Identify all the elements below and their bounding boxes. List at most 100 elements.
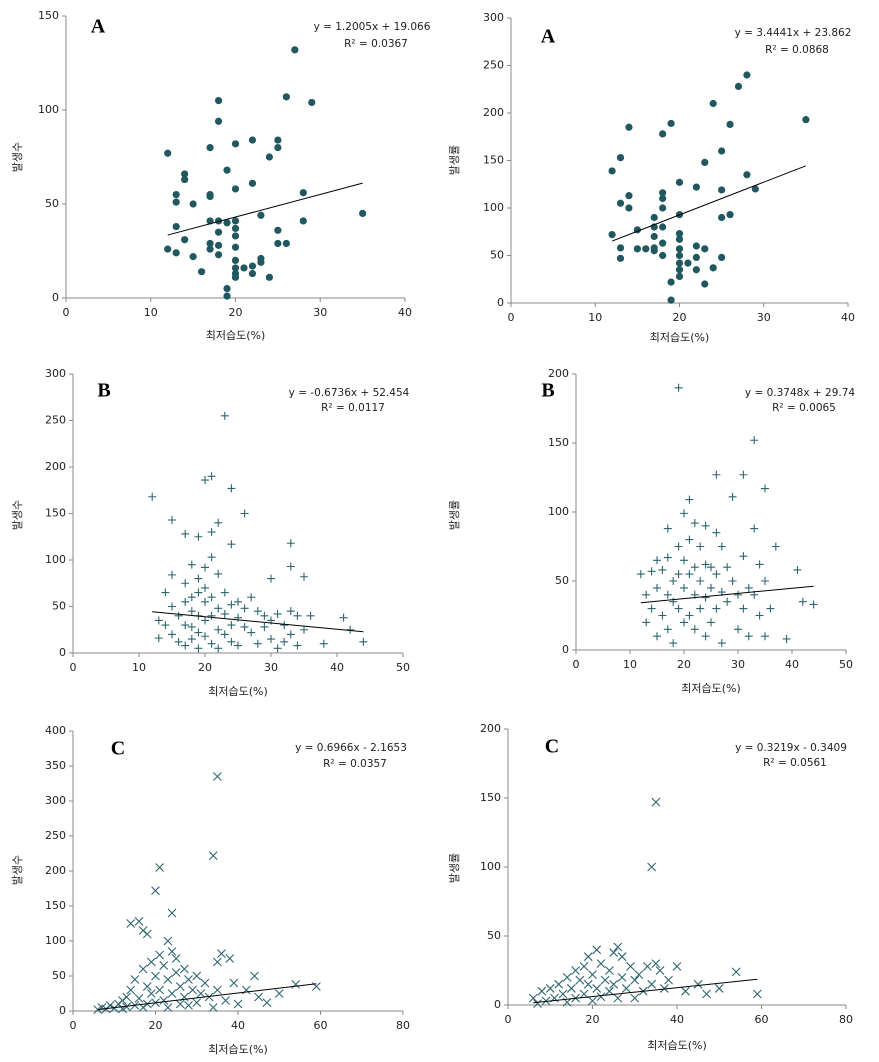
data-point: [744, 583, 753, 592]
data-point: [675, 259, 684, 267]
data-point: [168, 516, 176, 525]
y-tick-label: 100: [480, 860, 501, 873]
y-tick-label: 200: [480, 722, 501, 735]
data-point: [194, 628, 203, 637]
data-point: [621, 984, 631, 993]
data-point: [208, 851, 218, 860]
panel-label: C: [545, 736, 559, 758]
data-point: [234, 597, 242, 606]
data-point: [659, 204, 667, 212]
data-point: [600, 975, 610, 985]
data-point: [254, 992, 264, 1002]
data-point: [299, 189, 307, 197]
data-point: [675, 178, 684, 186]
data-point: [669, 577, 678, 585]
data-point: [248, 179, 257, 187]
data-point: [164, 245, 172, 253]
data-point: [171, 968, 181, 977]
data-point: [214, 604, 223, 613]
trend-equation: y = 1.2005x + 19.066: [314, 21, 431, 33]
data-point: [274, 136, 282, 144]
data-point: [643, 961, 652, 971]
data-point: [142, 929, 152, 939]
x-tick-label: 20: [586, 1013, 600, 1026]
data-point: [274, 989, 284, 998]
data-point: [253, 607, 262, 616]
data-point: [286, 607, 295, 616]
data-point: [192, 971, 202, 981]
data-point: [207, 593, 216, 602]
data-point: [545, 984, 555, 993]
data-point: [223, 166, 231, 174]
data-point: [681, 986, 690, 996]
x-tick-label: 40: [330, 661, 344, 674]
data-point: [206, 239, 214, 248]
trend-line: [167, 182, 363, 236]
y-axis-label: 발생률: [448, 145, 461, 175]
data-point: [712, 570, 721, 579]
data-point: [659, 194, 667, 203]
data-point: [642, 590, 651, 599]
data-point: [728, 492, 737, 501]
data-point: [220, 609, 229, 618]
data-point: [198, 268, 206, 276]
data-point: [692, 242, 700, 250]
data-point: [575, 975, 585, 985]
data-point: [231, 140, 240, 148]
data-point: [223, 285, 231, 293]
x-axis-label: 최저습도(%): [208, 685, 268, 698]
data-point: [154, 634, 163, 643]
data-point: [659, 239, 667, 247]
data-point: [126, 919, 136, 928]
r-squared: R² = 0.0367: [344, 38, 408, 50]
data-point: [617, 973, 627, 982]
data-point: [159, 961, 169, 970]
data-point: [723, 597, 732, 606]
data-point: [658, 611, 667, 620]
data-point: [253, 639, 262, 648]
data-point: [651, 959, 661, 968]
data-point: [163, 1003, 173, 1012]
data-point: [616, 244, 625, 252]
data-point: [206, 144, 214, 152]
data-point: [728, 577, 737, 585]
data-point: [630, 993, 640, 1003]
data-point: [181, 579, 190, 588]
trend-line: [611, 165, 807, 242]
y-tick-label: 250: [483, 59, 504, 72]
data-point: [739, 470, 748, 479]
data-point: [533, 999, 542, 1009]
data-point: [265, 153, 273, 161]
data-point: [579, 961, 589, 971]
x-tick-label: 0: [573, 658, 580, 671]
x-tick-label: 20: [149, 1019, 163, 1032]
data-point: [204, 992, 214, 1002]
x-tick-label: 20: [198, 661, 212, 674]
data-point: [558, 989, 568, 999]
data-point: [274, 239, 282, 248]
data-point: [214, 97, 223, 105]
data-point: [571, 966, 580, 975]
data-point: [701, 521, 710, 530]
chart-panel: 0 50 100 150 200 250 300 0 10 20 30 40 50 최저습도(%) 발생수 B…: [11, 367, 410, 698]
data-point: [179, 964, 189, 974]
data-point: [260, 622, 269, 631]
data-point: [701, 158, 709, 166]
y-axis-label: 발생률: [448, 500, 461, 530]
data-point: [142, 982, 152, 991]
y-tick-label: 100: [548, 505, 569, 518]
trend-equation: y = -0.6736x + 52.454: [289, 387, 410, 399]
data-point: [196, 989, 206, 998]
panel-label: B: [97, 380, 110, 402]
data-point: [755, 560, 764, 569]
data-point: [212, 985, 222, 995]
data-point: [692, 253, 700, 261]
data-point: [596, 959, 606, 968]
x-axis-label: 최저습도(%): [647, 1039, 707, 1052]
data-point: [138, 964, 148, 974]
x-tick-label: 40: [841, 311, 855, 324]
data-point: [146, 957, 156, 967]
data-point: [148, 492, 157, 501]
x-tick-label: 30: [264, 661, 278, 674]
